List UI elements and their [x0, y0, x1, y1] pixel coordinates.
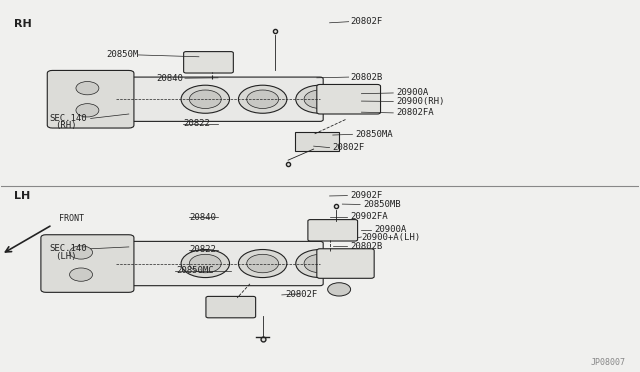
Text: LH: LH — [14, 191, 30, 201]
Text: (LH): (LH) — [56, 251, 77, 261]
Text: 20802B: 20802B — [351, 73, 383, 81]
Circle shape — [76, 81, 99, 95]
FancyBboxPatch shape — [317, 249, 374, 278]
Text: 20902F: 20902F — [351, 191, 383, 200]
Circle shape — [246, 90, 278, 109]
FancyBboxPatch shape — [113, 241, 323, 286]
FancyBboxPatch shape — [184, 52, 234, 73]
Text: 20802F: 20802F — [333, 143, 365, 152]
Text: 20850M: 20850M — [106, 51, 138, 60]
Circle shape — [246, 254, 278, 273]
Circle shape — [181, 250, 230, 278]
Text: 20840: 20840 — [189, 213, 216, 222]
FancyBboxPatch shape — [47, 70, 134, 128]
Circle shape — [239, 85, 287, 113]
FancyBboxPatch shape — [113, 77, 323, 121]
Circle shape — [189, 254, 221, 273]
FancyBboxPatch shape — [41, 235, 134, 292]
Text: 20900A: 20900A — [374, 225, 406, 234]
Text: 20802FA: 20802FA — [396, 108, 434, 118]
Text: 20822: 20822 — [183, 119, 210, 128]
Circle shape — [70, 268, 93, 281]
Text: SEC.140: SEC.140 — [49, 244, 87, 253]
Circle shape — [296, 250, 344, 278]
Text: RH: RH — [14, 19, 32, 29]
Text: (RH): (RH) — [56, 121, 77, 130]
FancyBboxPatch shape — [206, 296, 255, 318]
Polygon shape — [294, 132, 339, 151]
Text: 20900(RH): 20900(RH) — [396, 97, 445, 106]
Text: 20900A: 20900A — [396, 89, 429, 97]
Text: 20850MB: 20850MB — [364, 200, 401, 209]
Text: 20802F: 20802F — [285, 291, 317, 299]
Text: 20900+A(LH): 20900+A(LH) — [362, 233, 420, 242]
Text: 20850MA: 20850MA — [355, 130, 393, 139]
Text: 20822: 20822 — [189, 246, 216, 254]
Circle shape — [304, 254, 336, 273]
Text: JP08007: JP08007 — [591, 358, 626, 367]
Text: 20802B: 20802B — [351, 242, 383, 251]
Circle shape — [76, 104, 99, 117]
Text: 20850MC: 20850MC — [177, 266, 214, 275]
Circle shape — [328, 283, 351, 296]
Text: 20840: 20840 — [156, 74, 183, 83]
Text: 20902FA: 20902FA — [351, 212, 388, 221]
Circle shape — [239, 250, 287, 278]
Circle shape — [304, 90, 336, 109]
Text: 20802F: 20802F — [351, 17, 383, 26]
Circle shape — [189, 90, 221, 109]
FancyBboxPatch shape — [317, 84, 381, 114]
Text: SEC.140: SEC.140 — [49, 114, 87, 123]
Circle shape — [70, 246, 93, 259]
Circle shape — [181, 85, 230, 113]
Circle shape — [296, 85, 344, 113]
Text: FRONT: FRONT — [59, 214, 84, 223]
FancyBboxPatch shape — [308, 219, 358, 241]
